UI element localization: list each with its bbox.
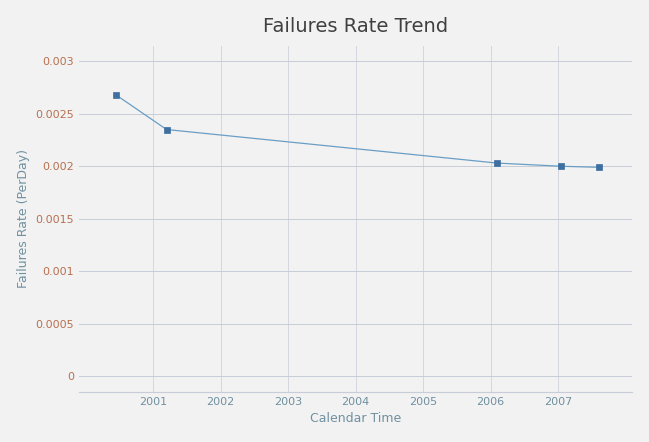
X-axis label: Calendar Time: Calendar Time [310, 412, 401, 425]
Title: Failures Rate Trend: Failures Rate Trend [263, 17, 448, 36]
Y-axis label: Failures Rate (PerDay): Failures Rate (PerDay) [17, 149, 30, 288]
